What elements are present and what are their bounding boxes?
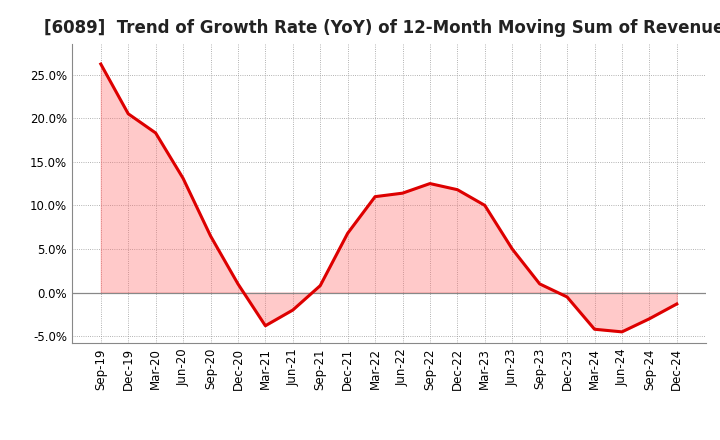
Title: [6089]  Trend of Growth Rate (YoY) of 12-Month Moving Sum of Revenues: [6089] Trend of Growth Rate (YoY) of 12-…: [44, 19, 720, 37]
